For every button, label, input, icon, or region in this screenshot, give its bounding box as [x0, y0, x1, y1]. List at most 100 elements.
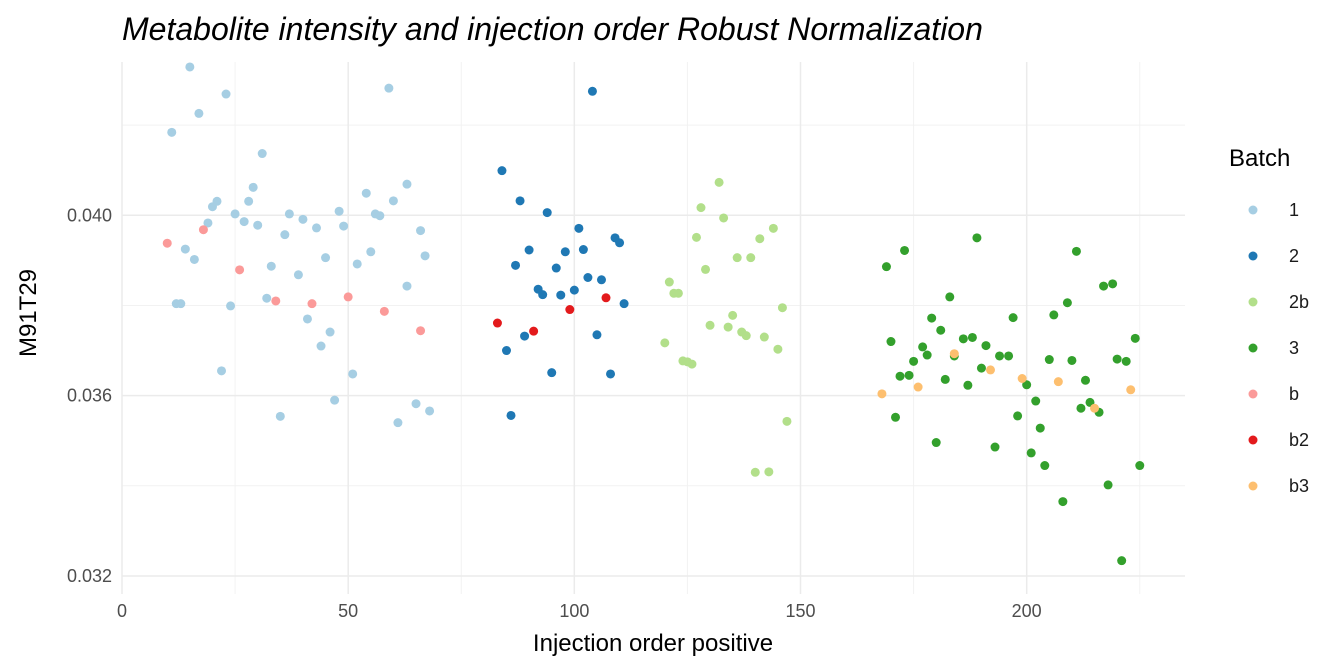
data-point-batch-3 — [1108, 279, 1118, 289]
data-point-batch-1 — [194, 108, 204, 118]
data-point-batch-1 — [230, 209, 240, 219]
data-point-batch-3 — [995, 351, 1005, 361]
data-point-batch-2 — [583, 273, 593, 283]
y-tick-label: 0.032 — [67, 566, 112, 586]
data-point-batch-b — [198, 225, 208, 235]
data-point-batch-3 — [1049, 310, 1059, 320]
data-point-batch-1 — [266, 261, 276, 271]
data-point-batch-3 — [1013, 411, 1023, 421]
data-point-batch-1 — [312, 223, 322, 233]
data-point-batch-3 — [945, 292, 955, 302]
data-point-batch-1 — [262, 293, 272, 303]
data-point-batch-1 — [334, 206, 344, 216]
data-point-batch-1 — [425, 406, 435, 416]
data-point-batch-2b — [705, 320, 715, 330]
data-point-batch-3 — [918, 342, 928, 352]
data-point-batch-1 — [316, 341, 326, 351]
data-point-batch-3 — [963, 380, 973, 390]
data-point-batch-1 — [361, 188, 371, 198]
data-point-batch-2 — [578, 245, 588, 255]
data-point-batch-b2 — [565, 305, 575, 315]
data-point-batch-b — [343, 292, 353, 302]
grid — [121, 62, 1185, 594]
data-point-batch-1 — [284, 209, 294, 219]
legend-label-2: 2 — [1289, 246, 1299, 266]
data-point-batch-3 — [900, 245, 910, 255]
data-point-batch-2 — [587, 86, 597, 96]
data-point-batch-2b — [759, 332, 769, 342]
x-tick-label: 50 — [338, 601, 358, 621]
data-point-batch-2b — [732, 253, 742, 263]
data-point-batch-b3 — [985, 365, 995, 375]
data-point-batch-2 — [596, 275, 606, 285]
data-point-batch-1 — [280, 230, 290, 240]
data-point-batch-3 — [981, 341, 991, 351]
data-point-batch-1 — [298, 214, 308, 224]
x-tick-label: 150 — [785, 601, 815, 621]
data-point-batch-b — [271, 296, 281, 306]
data-point-batch-2 — [515, 196, 525, 206]
data-point-batch-3 — [881, 262, 891, 272]
data-point-batch-3 — [940, 374, 950, 384]
legend-label-2b: 2b — [1289, 292, 1309, 312]
data-point-batch-3 — [1130, 333, 1140, 343]
data-point-batch-3 — [1040, 461, 1050, 471]
data-point-batch-2 — [501, 346, 511, 356]
data-point-batch-3 — [891, 412, 901, 422]
legend-label-b2: b2 — [1289, 430, 1309, 450]
data-point-batch-3 — [1031, 396, 1041, 406]
data-point-batch-2 — [606, 369, 616, 379]
data-point-batch-1 — [185, 62, 195, 72]
data-point-batch-2b — [764, 467, 774, 477]
data-point-batch-2 — [556, 290, 566, 300]
data-point-batch-3 — [1044, 355, 1054, 365]
data-point-batch-2b — [660, 338, 670, 348]
data-point-batch-1 — [217, 366, 227, 376]
data-point-batch-b — [162, 238, 172, 248]
data-point-batch-1 — [375, 211, 385, 221]
data-point-batch-2b — [664, 277, 674, 287]
data-point-batch-b — [379, 306, 389, 316]
legend-label-3: 3 — [1289, 338, 1299, 358]
legend-key-b — [1248, 389, 1258, 399]
legend-key-3 — [1248, 343, 1258, 353]
data-point-batch-2 — [619, 299, 629, 309]
data-point-batch-1 — [420, 251, 430, 261]
data-point-batch-2 — [520, 331, 530, 341]
y-tick-label: 0.040 — [67, 205, 112, 225]
data-point-batch-1 — [330, 395, 340, 405]
data-point-batch-2b — [701, 264, 711, 274]
data-point-batch-1 — [248, 182, 258, 192]
data-point-batch-2b — [773, 344, 783, 354]
data-point-batch-3 — [1080, 375, 1090, 385]
data-point-batch-3 — [1022, 380, 1032, 390]
data-point-batch-3 — [904, 370, 914, 380]
data-point-batch-b3 — [913, 382, 923, 392]
data-point-batch-2 — [560, 247, 570, 257]
data-point-batch-1 — [239, 217, 249, 227]
data-point-batch-b3 — [877, 389, 887, 399]
data-point-batch-3 — [1035, 423, 1045, 433]
data-point-batch-2 — [551, 263, 561, 273]
x-tick-label: 100 — [559, 601, 589, 621]
data-point-batch-2b — [728, 310, 738, 320]
data-point-batch-2 — [615, 238, 625, 248]
legend-title: Batch — [1229, 145, 1290, 172]
legend-key-1 — [1248, 205, 1258, 215]
data-point-batch-3 — [972, 233, 982, 243]
data-point-batch-3 — [990, 442, 1000, 452]
data-point-batch-1 — [325, 327, 335, 337]
data-point-batch-3 — [886, 337, 896, 347]
data-point-batch-b2 — [492, 318, 502, 328]
data-point-batch-2b — [741, 331, 751, 341]
data-point-batch-1 — [302, 314, 312, 324]
data-point-batch-2b — [719, 213, 729, 223]
data-point-batch-1 — [293, 270, 303, 280]
data-point-batch-2 — [511, 260, 521, 270]
data-point-batch-3 — [1067, 355, 1077, 365]
data-point-batch-3 — [922, 350, 932, 360]
data-point-batch-1 — [321, 253, 331, 263]
y-axis-title: M91T29 — [15, 269, 42, 357]
data-point-batch-3 — [1112, 354, 1122, 364]
data-point-batch-3 — [1062, 298, 1072, 308]
